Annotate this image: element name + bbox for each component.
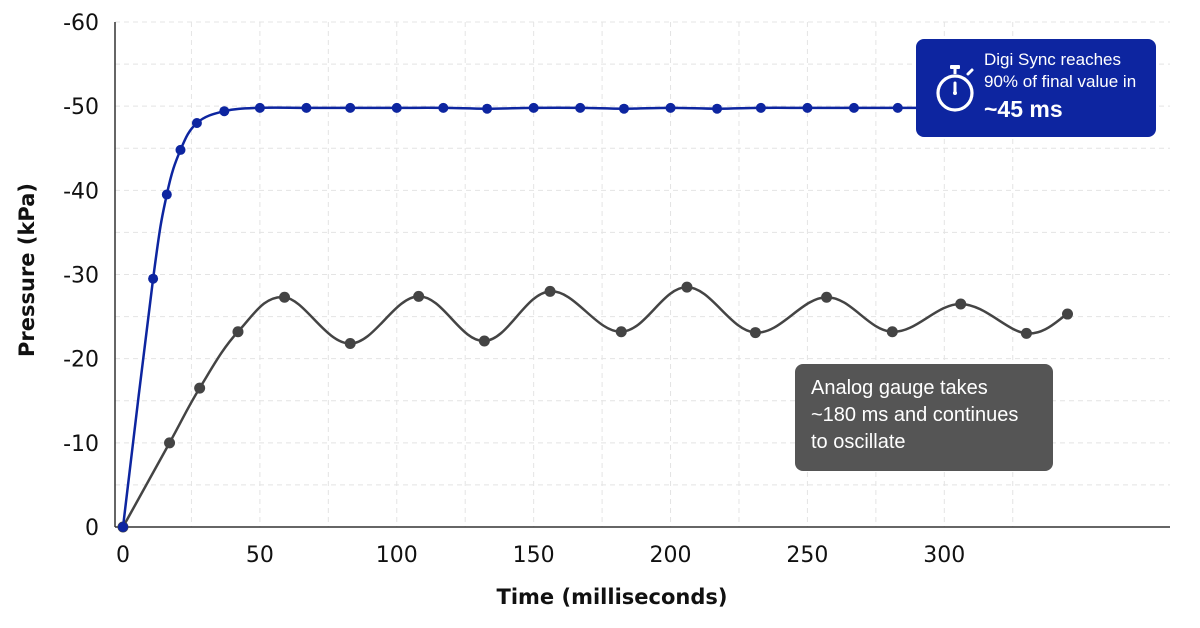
grid-lines: [115, 21, 1170, 527]
data-point: [886, 326, 898, 338]
data-point: [148, 273, 159, 284]
y-tick-label: -40: [63, 179, 99, 204]
data-point: [528, 102, 539, 113]
analog-gauge-callout: Analog gauge takes ~180 ms and continues…: [795, 364, 1053, 471]
data-point: [665, 102, 676, 113]
x-tick-label: 100: [376, 543, 418, 568]
data-point: [194, 382, 206, 394]
axes: [114, 22, 1170, 528]
data-point: [482, 103, 493, 114]
y-tick-label: -30: [63, 264, 99, 289]
y-axis-title: Pressure (kPa): [15, 183, 39, 357]
analog-callout-line-2: ~180 ms and continues: [811, 404, 1019, 426]
data-point: [755, 102, 766, 113]
x-tick-label: 0: [116, 543, 130, 568]
digi-callout-line-1: Digi Sync reaches: [984, 50, 1122, 69]
data-point: [1062, 308, 1074, 320]
y-tick-label: -60: [63, 11, 99, 36]
y-tick-label: -50: [63, 95, 99, 120]
y-tick-label: 0: [85, 516, 99, 541]
data-point: [175, 144, 186, 155]
x-tick-label: 200: [650, 543, 692, 568]
data-point: [892, 102, 903, 113]
y-tick-labels: 0 -10 -20 -30 -40 -50 -60: [63, 11, 99, 541]
x-tick-label: 50: [246, 543, 274, 568]
x-axis-title: Time (milliseconds): [497, 585, 728, 609]
data-point: [413, 290, 425, 302]
x-tick-label: 150: [513, 543, 555, 568]
series-digi-sync: [118, 102, 1073, 532]
data-point: [802, 102, 813, 113]
data-point: [232, 326, 244, 338]
series-layer: [117, 102, 1074, 533]
data-point: [344, 338, 356, 350]
data-point: [118, 522, 128, 532]
digi-sync-callout: Digi Sync reaches 90% of final value in …: [916, 39, 1156, 137]
data-point: [712, 103, 723, 114]
data-point: [279, 291, 291, 303]
series-analog-gauge: [117, 281, 1074, 533]
data-point: [478, 335, 490, 347]
data-point: [254, 102, 265, 113]
data-point: [575, 102, 586, 113]
data-point: [544, 285, 556, 297]
y-tick-label: -10: [63, 432, 99, 457]
data-point: [301, 102, 312, 113]
digi-callout-value: ~45 ms: [984, 96, 1063, 122]
data-point: [345, 102, 356, 113]
data-point: [191, 118, 202, 128]
data-point: [955, 298, 967, 310]
x-tick-label: 300: [923, 543, 965, 568]
digi-callout-line-2: 90% of final value in: [984, 72, 1137, 91]
data-point: [618, 103, 629, 114]
data-point: [391, 102, 402, 113]
data-point: [219, 106, 230, 117]
data-point: [681, 281, 693, 293]
analog-callout-line-3: to oscillate: [811, 431, 906, 453]
data-point: [821, 291, 833, 303]
y-tick-label: -20: [63, 348, 99, 373]
data-point: [164, 437, 176, 449]
x-tick-labels: 0 50 100 150 200 250 300: [116, 543, 965, 568]
data-point: [161, 189, 172, 200]
data-point: [749, 327, 761, 339]
data-point: [438, 102, 449, 113]
stopwatch-icon: [932, 63, 978, 115]
data-point: [615, 326, 627, 338]
x-tick-label: 250: [786, 543, 828, 568]
data-point: [848, 102, 859, 113]
data-point: [1020, 327, 1032, 339]
analog-callout-line-1: Analog gauge takes: [811, 377, 988, 399]
